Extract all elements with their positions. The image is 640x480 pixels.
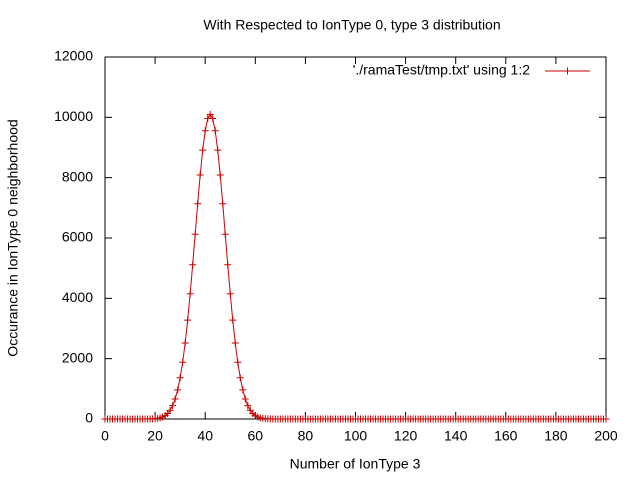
point-marker bbox=[231, 339, 239, 347]
x-tick-label: 80 bbox=[298, 428, 314, 444]
point-marker bbox=[166, 406, 174, 414]
y-tick-label: 10000 bbox=[54, 108, 93, 124]
y-tick-label: 8000 bbox=[62, 168, 93, 184]
x-tick-label: 100 bbox=[344, 428, 368, 444]
point-marker bbox=[189, 261, 197, 269]
y-tick-label: 6000 bbox=[62, 229, 93, 245]
x-tick-label: 120 bbox=[394, 428, 418, 444]
point-marker bbox=[216, 171, 224, 179]
point-marker bbox=[186, 290, 194, 298]
y-tick-label: 2000 bbox=[62, 349, 93, 365]
point-marker bbox=[602, 415, 610, 423]
data-line bbox=[105, 113, 606, 420]
chart-title: With Respected to IonType 0, type 3 dist… bbox=[203, 17, 500, 33]
y-tick-label: 12000 bbox=[54, 48, 93, 64]
point-marker bbox=[176, 374, 184, 382]
point-marker bbox=[229, 316, 237, 324]
point-marker bbox=[244, 402, 252, 410]
x-tick-label: 40 bbox=[197, 428, 213, 444]
x-tick-label: 60 bbox=[248, 428, 264, 444]
y-tick-label: 4000 bbox=[62, 289, 93, 305]
point-marker bbox=[211, 127, 219, 135]
point-marker bbox=[219, 200, 227, 208]
point-marker bbox=[226, 290, 234, 298]
point-marker bbox=[209, 115, 217, 123]
x-tick-label: 200 bbox=[594, 428, 618, 444]
x-tick-label: 0 bbox=[101, 428, 109, 444]
point-marker bbox=[224, 261, 232, 269]
point-marker bbox=[241, 395, 249, 403]
point-marker bbox=[179, 358, 187, 366]
x-tick-label: 20 bbox=[147, 428, 163, 444]
y-tick-label: 0 bbox=[85, 410, 93, 426]
point-marker bbox=[184, 316, 192, 324]
point-marker bbox=[174, 386, 182, 394]
point-marker bbox=[199, 146, 207, 154]
x-tick-label: 180 bbox=[544, 428, 568, 444]
point-marker bbox=[201, 127, 209, 135]
point-marker bbox=[221, 230, 229, 238]
x-tick-label: 140 bbox=[444, 428, 468, 444]
x-tick-label: 160 bbox=[494, 428, 518, 444]
legend-label: './ramaTest/tmp.txt' using 1:2 bbox=[353, 62, 531, 78]
point-marker bbox=[169, 402, 177, 410]
point-marker bbox=[196, 171, 204, 179]
point-marker bbox=[214, 146, 222, 154]
point-marker bbox=[206, 110, 214, 118]
point-marker bbox=[239, 386, 247, 394]
point-marker bbox=[191, 230, 199, 238]
y-axis-label: Occurance in IonType 0 neighborhood bbox=[5, 119, 21, 356]
point-marker bbox=[194, 200, 202, 208]
legend-marker bbox=[564, 67, 571, 75]
point-marker bbox=[234, 358, 242, 366]
x-axis-label: Number of IonType 3 bbox=[290, 456, 421, 472]
point-marker bbox=[181, 339, 189, 347]
point-marker bbox=[236, 374, 244, 382]
plot-frame bbox=[104, 56, 607, 420]
point-marker bbox=[171, 395, 179, 403]
